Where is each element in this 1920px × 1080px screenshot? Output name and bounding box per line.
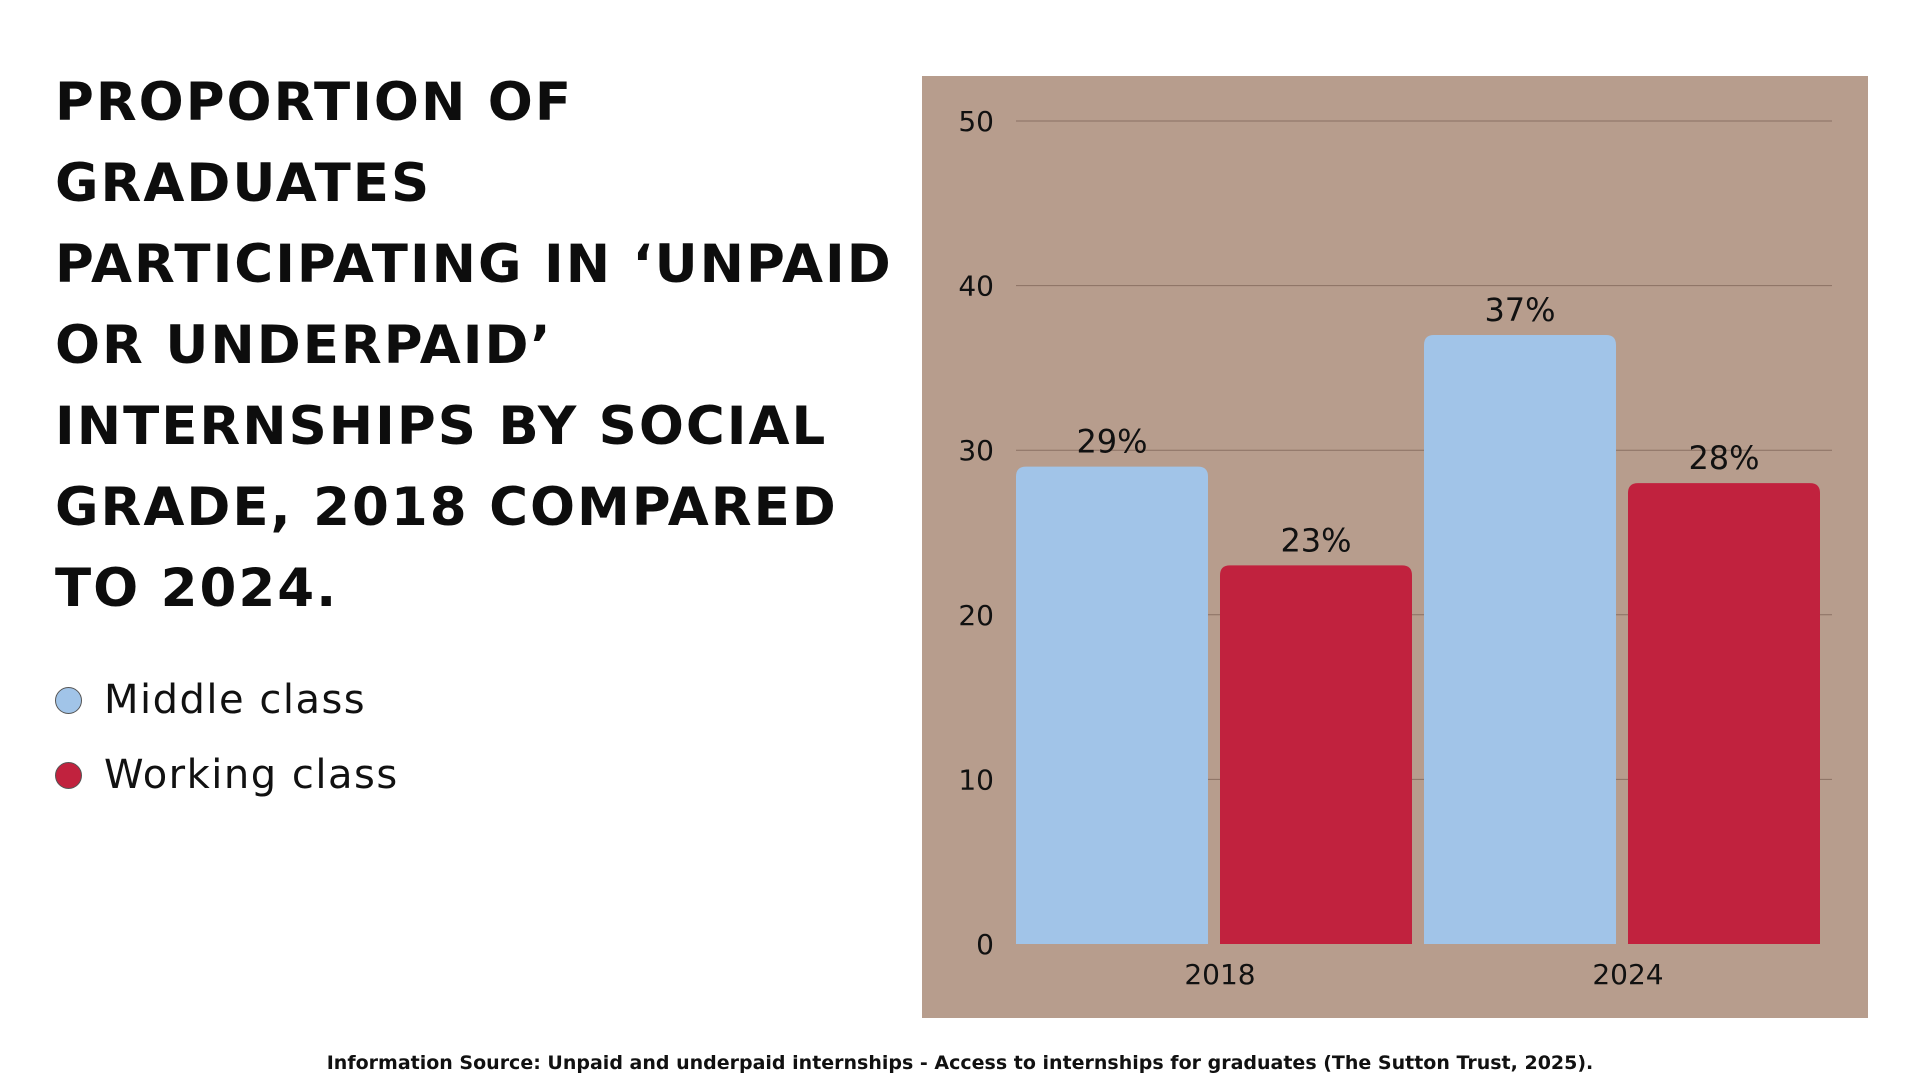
source-note: Information Source: Unpaid and underpaid… <box>326 1052 1594 1074</box>
legend-label-working-class: Working class <box>104 752 399 798</box>
legend-dot-middle-class <box>55 686 82 714</box>
data-label-working-class-2024: 28% <box>1688 439 1759 477</box>
y-tick-label-10: 10 <box>958 763 994 796</box>
bar-working-class-2024 <box>1628 483 1820 944</box>
legend: Middle class Working class <box>55 670 399 820</box>
x-tick-label-2024: 2024 <box>1592 958 1663 991</box>
y-tick-label-0: 0 <box>976 928 994 961</box>
legend-dot-working-class <box>55 761 82 789</box>
legend-item-middle-class: Middle class <box>55 670 399 730</box>
data-label-working-class-2018: 23% <box>1280 521 1351 559</box>
x-tick-label-2018: 2018 <box>1184 958 1255 991</box>
legend-label-middle-class: Middle class <box>104 677 367 723</box>
y-tick-label-20: 20 <box>958 599 994 632</box>
chart-panel: 0 10 20 30 40 50 29% 23% 2018 37% 28% 2024 <box>922 76 1868 1018</box>
bar-working-class-2018 <box>1220 565 1412 944</box>
y-tick-label-30: 30 <box>958 434 994 467</box>
data-label-middle-class-2024: 37% <box>1484 291 1555 329</box>
bar-middle-class-2018 <box>1016 466 1208 944</box>
bar-middle-class-2024 <box>1424 334 1616 945</box>
page-title: Proportion of graduates participating in… <box>55 72 893 619</box>
data-label-middle-class-2018: 29% <box>1076 423 1147 461</box>
y-tick-label-50: 50 <box>958 105 994 138</box>
legend-item-working-class: Working class <box>55 745 399 805</box>
bar-chart: 0 10 20 30 40 50 29% 23% 2018 37% 28% 2024 <box>958 105 1832 991</box>
y-tick-label-40: 40 <box>958 270 994 303</box>
